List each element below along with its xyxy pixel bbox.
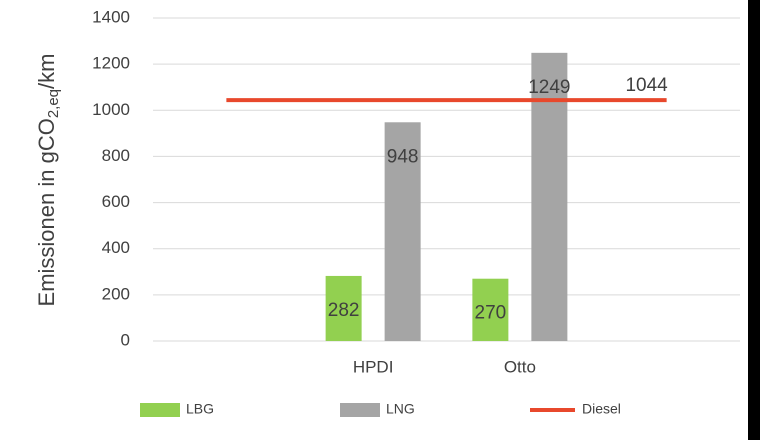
bar — [325, 275, 362, 341]
y-tick-label: 1000 — [92, 100, 130, 119]
y-tick-label: 600 — [102, 192, 130, 211]
data-label: 948 — [387, 146, 419, 167]
data-label: 1249 — [528, 77, 570, 98]
legend-swatch — [140, 403, 180, 417]
y-tick-label: 1400 — [92, 7, 130, 26]
legend-label: Diesel — [582, 401, 621, 417]
y-axis-label-part: Emissionen in gCO — [34, 118, 59, 306]
bar — [384, 122, 421, 341]
y-axis-label-sub: 2,eq — [45, 89, 62, 118]
y-axis-label-part: /km — [34, 54, 59, 89]
y-axis-label: Emissionen in gCO2,eq/km — [34, 54, 62, 307]
x-tick-label: HPDI — [353, 357, 394, 376]
y-tick-label: 800 — [102, 146, 130, 165]
y-tick-label: 200 — [102, 284, 130, 303]
y-tick-label: 400 — [102, 238, 130, 257]
y-tick-label: 1200 — [92, 54, 130, 73]
legend-label: LNG — [386, 401, 415, 417]
bar — [472, 278, 509, 341]
legend-swatch — [340, 403, 380, 417]
legend-label: LBG — [186, 401, 214, 417]
data-label: 1044 — [625, 75, 668, 96]
x-tick-label: Otto — [504, 357, 536, 376]
screen-edge — [748, 0, 760, 440]
data-label: 282 — [328, 300, 360, 321]
y-tick-label: 0 — [121, 330, 130, 349]
data-label: 270 — [475, 303, 507, 324]
